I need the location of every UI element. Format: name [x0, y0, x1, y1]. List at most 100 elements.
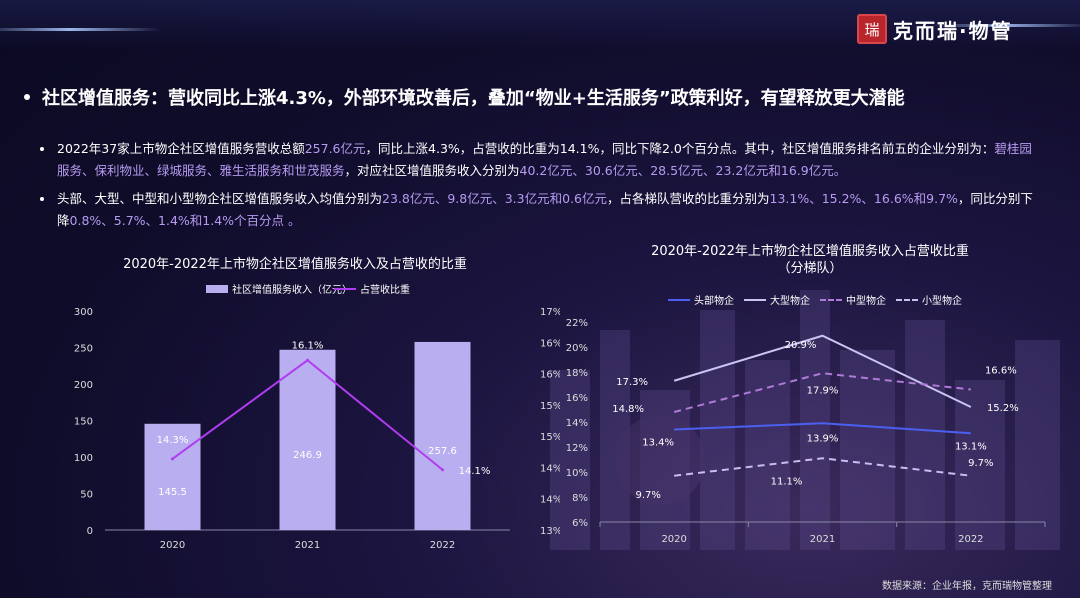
series-data-label: 17.3% [616, 377, 648, 388]
brand-logo: 瑞 克而瑞·物管 [857, 14, 1013, 44]
right-legend: 头部物企 大型物企 中型物企 小型物企 [668, 292, 1008, 307]
y-right-tick-label: 16% [540, 338, 560, 349]
body-text: 头部、大型、中型和小型物企社区增值服务收入均值分别为 [57, 191, 383, 206]
series-data-label: 15.2% [987, 403, 1019, 414]
bar [144, 423, 201, 530]
brand-seal-icon: 瑞 [857, 14, 887, 44]
bar-data-label: 257.6 [428, 446, 457, 457]
left-legend-line: 占营收比重 [334, 281, 410, 296]
y-tick-label: 6% [572, 518, 588, 529]
y-left-tick-label: 0 [87, 526, 93, 537]
share-point [441, 468, 444, 472]
summary-paragraph-1: 2022年37家上市物企社区增值服务营收总额257.6亿元，同比上涨4.3%，占… [40, 138, 1040, 182]
bar [279, 349, 336, 530]
highlight-text: 0.8%、5.7%、1.4%和1.4%个百分点 。 [69, 213, 301, 228]
y-tick-label: 22% [566, 318, 588, 329]
bar-data-label: 145.5 [158, 487, 187, 498]
headline-text: 社区增值服务：营收同比上涨4.3%，外部环境改善后，叠加“物业+生活服务”政策利… [42, 88, 905, 109]
summary-paragraph-2: 头部、大型、中型和小型物企社区增值服务收入均值分别为23.8亿元、9.8亿元、3… [40, 188, 1040, 232]
legend-swatch [668, 298, 690, 301]
body-text: ，对应社区增值服务收入分别为 [344, 163, 520, 178]
share-data-label: 14.1% [459, 466, 491, 477]
light-flare-left [0, 28, 160, 31]
highlight-text: 40.2亿元、30.6亿元、28.5亿元、23.2亿元和16.9亿元。 [519, 163, 847, 178]
series-data-label: 20.9% [785, 340, 817, 351]
y-right-tick-label: 13% [540, 526, 560, 537]
legend-bar-swatch [206, 284, 228, 293]
x-tick-label: 2021 [810, 534, 835, 545]
legend-label: 中型物企 [846, 296, 886, 307]
legend-label: 小型物企 [922, 296, 962, 307]
legend-item: 小型物企 [896, 292, 962, 307]
right-chart-title: 2020年-2022年上市物企社区增值服务收入占营收比重 （分梯队） [600, 243, 1020, 277]
left-combo-chart: 0 50 100 150 200 250 300 13% 14% 14% 15% 15% 16% 16% 1… [74, 307, 560, 551]
paragraph-text: 2022年37家上市物企社区增值服务营收总额257.6亿元，同比上涨4.3%，占… [57, 138, 1040, 182]
bullet-icon [40, 197, 44, 201]
body-text: 2022年37家上市物企社区增值服务营收总额 [57, 141, 305, 156]
legend-item: 大型物企 [744, 292, 810, 307]
y-left-tick-label: 200 [74, 380, 93, 391]
bar-data-label: 246.9 [293, 450, 322, 461]
y-left-tick-label: 50 [80, 490, 93, 501]
share-point [171, 457, 174, 461]
y-tick-label: 10% [566, 468, 588, 479]
series-line [673, 372, 971, 413]
y-right-tick-label: 15% [540, 401, 560, 412]
series-data-label: 9.7% [968, 458, 993, 469]
x-tick-label: 2020 [160, 540, 185, 551]
x-tick-label: 2020 [661, 534, 686, 545]
headline-bullet-icon [24, 94, 30, 100]
highlight-text: 23.8亿元、9.8亿元、3.3亿元和0.6亿元 [382, 191, 607, 206]
highlight-text: 13.1%、15.2%、16.6%和9.7% [769, 191, 958, 206]
paragraph-text: 头部、大型、中型和小型物企社区增值服务收入均值分别为23.8亿元、9.8亿元、3… [57, 188, 1040, 232]
legend-item: 中型物企 [820, 292, 886, 307]
x-tick-label: 2022 [958, 534, 983, 545]
right-line-chart: 6% 8% 10% 12% 14% 16% 18% 20% 22% 2020 2021 2022 13.… [566, 318, 1046, 545]
right-chart-title-line1: 2020年-2022年上市物企社区增值服务收入占营收比重 [651, 244, 969, 259]
body-text: ，同比分别下降 [57, 191, 1033, 228]
y-right-tick-label: 14% [540, 495, 560, 506]
y-left-tick-label: 150 [74, 417, 93, 428]
data-source-note: 数据来源：企业年报，克而瑞物管整理 [882, 581, 1052, 592]
y-tick-label: 18% [566, 368, 588, 379]
y-right-tick-label: 14% [540, 463, 560, 474]
series-data-label: 16.6% [985, 366, 1017, 377]
body-text: ，同比上涨4.3%，占营收的比重为14.1%，同比下降2.0个百分点。其中，社区… [365, 141, 995, 156]
x-tick-label: 2022 [430, 540, 455, 551]
body-text: ，占各梯队营收的比重分别为 [607, 191, 770, 206]
share-point [306, 358, 309, 362]
top-glow [0, 0, 1080, 50]
share-data-label: 16.1% [292, 340, 324, 351]
legend-label: 大型物企 [770, 296, 810, 307]
brand-seal-glyph: 瑞 [864, 20, 880, 39]
series-data-label: 13.4% [642, 438, 674, 449]
y-tick-label: 12% [566, 443, 588, 454]
y-tick-label: 14% [566, 418, 588, 429]
y-tick-label: 20% [566, 343, 588, 354]
bar [414, 341, 471, 530]
series-line [673, 334, 972, 408]
series-data-label: 9.7% [635, 490, 660, 501]
y-left-tick-label: 100 [74, 453, 93, 464]
highlight-text: 257.6亿元 [304, 141, 366, 156]
y-left-tick-label: 300 [74, 307, 93, 318]
series-line [674, 457, 971, 477]
city-skyline-backdrop [550, 290, 1060, 550]
light-flare-right [930, 24, 1080, 27]
x-tick-label: 2021 [295, 540, 320, 551]
brand-name: 克而瑞·物管 [893, 18, 1013, 43]
series-data-label: 17.9% [807, 385, 839, 396]
series-data-label: 13.1% [955, 441, 987, 452]
left-legend-bar: 社区增值服务收入（亿元） [206, 281, 352, 296]
y-right-tick-label: 17% [540, 307, 560, 318]
legend-label: 头部物企 [694, 296, 734, 307]
series-data-label: 13.9% [807, 433, 839, 444]
series-line [674, 422, 971, 435]
series-data-label: 14.8% [612, 404, 644, 415]
headline: 社区增值服务：营收同比上涨4.3%，外部环境改善后，叠加“物业+生活服务”政策利… [24, 84, 905, 110]
legend-swatch [744, 298, 766, 301]
bullet-icon [40, 147, 44, 151]
right-chart-subtitle: （分梯队） [777, 261, 843, 276]
y-tick-label: 8% [572, 493, 588, 504]
series-data-label: 11.1% [771, 476, 803, 487]
